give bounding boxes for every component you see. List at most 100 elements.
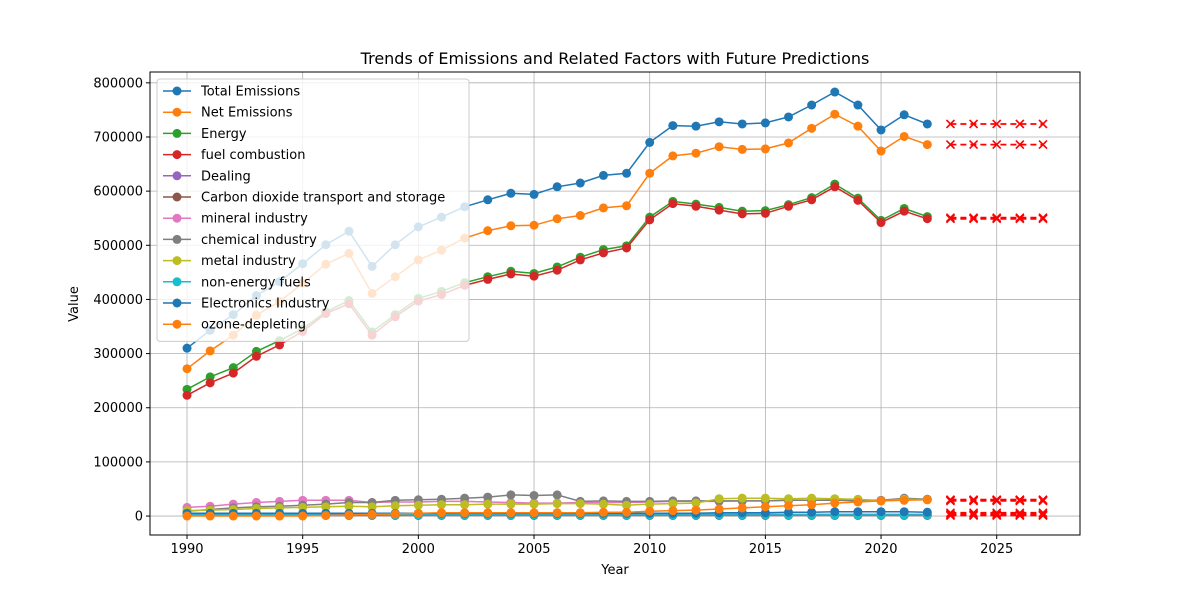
data-point [668,506,678,516]
prediction-marker [992,214,1002,224]
y-axis-label: Value [67,286,82,322]
data-point [575,255,585,265]
legend-label: metal industry [201,254,296,269]
data-point [529,490,539,500]
data-point [182,511,192,521]
x-tick-label: 2020 [864,542,897,557]
data-point [275,511,285,521]
legend-label: Dealing [201,169,251,184]
y-tick-label: 500000 [93,239,143,254]
data-point [691,201,701,211]
legend-swatch-marker [172,107,182,117]
legend-swatch-marker [172,213,182,223]
data-point [390,501,400,511]
prediction-marker [945,139,956,150]
data-point [691,505,701,515]
data-point [622,500,632,510]
data-point [460,508,470,518]
data-point [622,201,632,211]
axis-ticks: 1990 1995 2000 2005 2010 2015 2020 2025 0 100000 2… [93,76,1013,557]
legend-label: Total Emissions [200,85,300,100]
data-point [876,496,886,506]
data-point [807,100,817,110]
data-point [853,497,863,507]
data-point [575,178,585,188]
prediction-marker [992,119,1002,129]
data-point [830,87,840,97]
x-tick-label: 2005 [517,542,550,557]
data-point [714,205,724,215]
legend-item: Total Emissions [163,85,300,100]
data-point [645,215,655,225]
legend-item: Carbon dioxide transport and storage [163,191,445,206]
prediction-marker [1038,119,1048,129]
legend-item: ozone-depleting [163,318,306,333]
y-tick-label: 800000 [93,76,143,91]
data-point [668,121,678,131]
prediction-marker [992,139,1002,150]
prediction-marker [945,495,956,505]
data-point [529,499,539,509]
legend-item: Dealing [163,169,251,184]
data-point [552,499,562,509]
legend-swatch-marker [172,150,182,160]
data-point [668,199,678,209]
x-tick-label: 2025 [980,542,1013,557]
legend-swatch-marker [172,128,182,138]
series-ozone-depleting [182,495,932,521]
legend-item: Electronics Industry [163,297,330,312]
data-point [436,500,446,510]
legend-swatch-marker [172,234,182,244]
data-point [552,490,562,500]
x-tick-label: 2000 [402,542,435,557]
data-point [552,214,562,224]
data-point [830,182,840,192]
prediction-electronics-industry [945,508,1048,518]
data-point [737,493,747,503]
data-point [922,214,932,224]
prediction-total-emissions [945,119,1048,129]
data-point [668,151,678,161]
data-point [784,112,794,122]
data-point [737,209,747,219]
y-tick-label: 600000 [93,185,143,200]
data-point [367,509,377,519]
legend-swatch-marker [172,298,182,308]
prediction-marker [1038,508,1048,518]
legend-label: fuel combustion [201,148,306,163]
data-point [876,146,886,156]
data-point [413,500,423,510]
data-point [784,501,794,511]
data-point [714,142,724,152]
data-point [298,511,308,521]
legend-item: mineral industry [163,212,308,227]
data-point [645,506,655,516]
data-point [205,511,215,521]
data-point [390,509,400,519]
data-point [760,208,770,218]
data-point [622,243,632,253]
data-point [691,498,701,508]
prediction-marker [1038,495,1048,505]
data-point [552,508,562,518]
legend-swatch-marker [172,86,182,96]
prediction-marker [945,508,956,518]
prediction-marker [1015,139,1025,150]
data-point [830,498,840,508]
chart-title: Trends of Emissions and Related Factors … [360,49,870,68]
data-point [321,511,331,521]
data-point [899,507,909,517]
data-point [922,495,932,505]
data-point [853,195,863,205]
legend-label: Net Emissions [201,106,293,121]
data-point [737,119,747,129]
data-point [899,131,909,141]
data-point [737,503,747,513]
data-point [205,378,215,388]
prediction-marker [1038,139,1048,150]
data-point [876,218,886,228]
y-tick-label: 200000 [93,401,143,416]
prediction-marker [992,508,1002,518]
data-point [228,368,238,378]
